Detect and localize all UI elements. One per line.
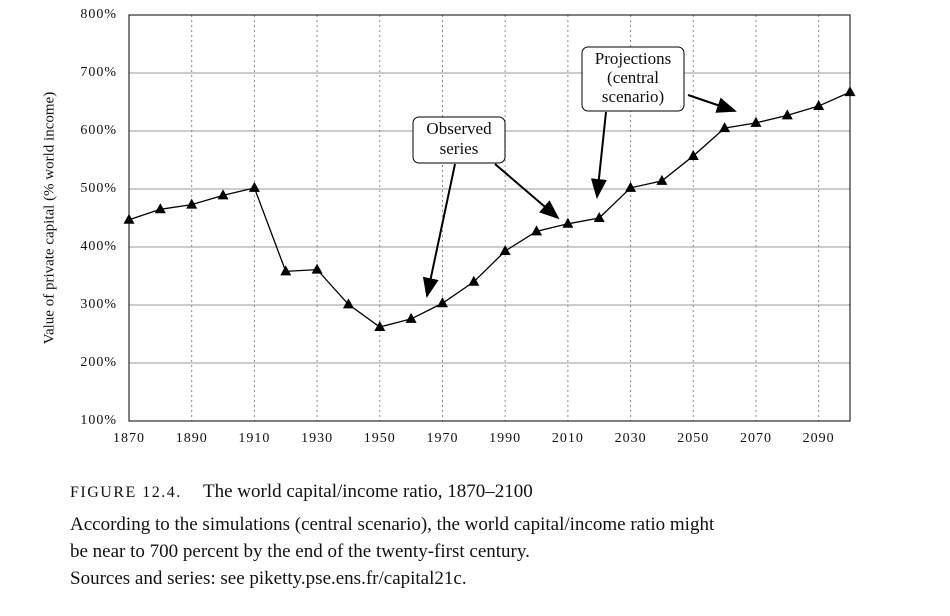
point-marker — [436, 297, 448, 308]
x-tick-label: 1990 — [489, 431, 521, 446]
y-tick-label: 300% — [80, 297, 117, 312]
point-marker — [405, 312, 417, 323]
arrow — [687, 94, 737, 113]
point-marker — [625, 181, 637, 192]
y-axis-label: Value of private capital (% world income… — [41, 92, 57, 344]
series-line — [128, 91, 851, 328]
point-marker — [781, 109, 793, 120]
y-tick-label: 600% — [80, 123, 117, 138]
annotation-text: (central — [607, 68, 659, 87]
point-marker — [342, 298, 354, 309]
x-tick-label: 1890 — [176, 431, 208, 446]
caption-line: be near to 700 percent by the end of the… — [70, 541, 530, 562]
point-marker — [280, 265, 292, 276]
y-tick-label: 700% — [80, 65, 117, 80]
x-tick-label: 2050 — [677, 431, 709, 446]
annotation-projections: Projections (central scenario) — [581, 46, 737, 199]
annotation-box — [581, 46, 685, 112]
caption-line: According to the simulations (central sc… — [70, 514, 715, 535]
x-tick-label: 1970 — [426, 431, 458, 446]
annotation-text: Projections — [595, 49, 672, 68]
point-marker — [719, 122, 731, 133]
x-tick-label: 1870 — [113, 431, 145, 446]
point-marker — [813, 100, 825, 111]
point-marker — [217, 189, 229, 200]
point-marker — [656, 174, 668, 185]
x-tick-label: 2030 — [615, 431, 647, 446]
annotation-text: scenario) — [602, 87, 664, 106]
annotation-observed: Observed series — [412, 116, 560, 298]
annotation-text: series — [440, 139, 479, 158]
y-tick-label: 500% — [80, 181, 117, 196]
point-marker — [499, 245, 511, 256]
arrow — [494, 163, 560, 220]
point-marker — [750, 116, 762, 127]
caption-label: FIGURE 12.4. — [70, 484, 182, 501]
plot-frame — [128, 14, 851, 422]
x-tick-label: 1950 — [364, 431, 396, 446]
arrow — [422, 163, 456, 298]
point-marker — [311, 263, 323, 274]
x-tick-label: 1910 — [238, 431, 270, 446]
point-marker — [687, 149, 699, 160]
x-tick-label: 2070 — [740, 431, 772, 446]
x-tick-label: 1930 — [301, 431, 333, 446]
point-marker — [186, 198, 198, 209]
point-marker — [468, 275, 480, 286]
annotation-text: Observed — [426, 119, 492, 138]
arrow — [590, 111, 607, 199]
point-marker — [593, 212, 605, 222]
point-marker — [248, 181, 260, 192]
point-marker — [374, 321, 386, 332]
point-marker — [154, 203, 166, 214]
point-marker — [531, 225, 543, 236]
y-tick-label: 100% — [80, 413, 117, 428]
x-tick-label: 2090 — [803, 431, 835, 446]
point-marker — [562, 217, 574, 228]
y-tick-label: 200% — [80, 355, 117, 370]
caption-title: The world capital/income ratio, 1870–210… — [203, 481, 533, 502]
y-tick-label: 400% — [80, 239, 117, 254]
caption-line: Sources and series: see piketty.pse.ens.… — [70, 568, 467, 589]
annotation-box — [412, 116, 506, 164]
x-tick-label: 2010 — [552, 431, 584, 446]
y-tick-label: 800% — [80, 7, 117, 22]
